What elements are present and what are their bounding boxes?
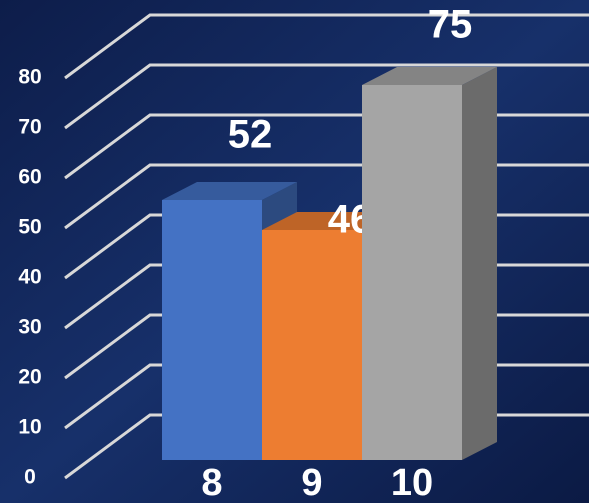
grid-line [64, 63, 589, 130]
y-tick-label: 40 [18, 266, 41, 289]
y-tick-label: 10 [18, 416, 41, 439]
bar-front [162, 200, 262, 460]
bar-front [262, 230, 362, 460]
y-tick-label: 20 [18, 366, 41, 389]
x-tick-label: 10 [391, 462, 433, 503]
bar-top [362, 67, 497, 85]
y-tick-label: 50 [18, 216, 41, 239]
data-label: 52 [228, 113, 273, 157]
bar-front [362, 85, 462, 460]
data-label: 75 [428, 3, 473, 47]
y-tick-label: 70 [18, 116, 41, 139]
y-tick-label: 80 [18, 66, 41, 89]
bar-side [462, 67, 497, 460]
grid-line [64, 13, 589, 80]
x-tick-label: 8 [201, 462, 222, 503]
x-tick-label: 9 [301, 462, 322, 503]
y-tick-label: 60 [18, 166, 41, 189]
y-tick-label: 0 [24, 466, 36, 489]
y-tick-label: 30 [18, 316, 41, 339]
bar [362, 67, 497, 460]
bar-top [162, 182, 297, 200]
